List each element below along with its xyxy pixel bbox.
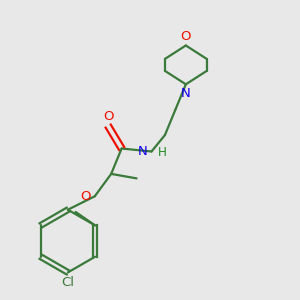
- Text: N: N: [138, 145, 148, 158]
- Text: O: O: [103, 110, 113, 122]
- Text: O: O: [81, 190, 91, 203]
- Text: Cl: Cl: [61, 276, 74, 289]
- Text: H: H: [158, 146, 167, 160]
- Text: N: N: [181, 87, 191, 100]
- Text: O: O: [181, 30, 191, 43]
